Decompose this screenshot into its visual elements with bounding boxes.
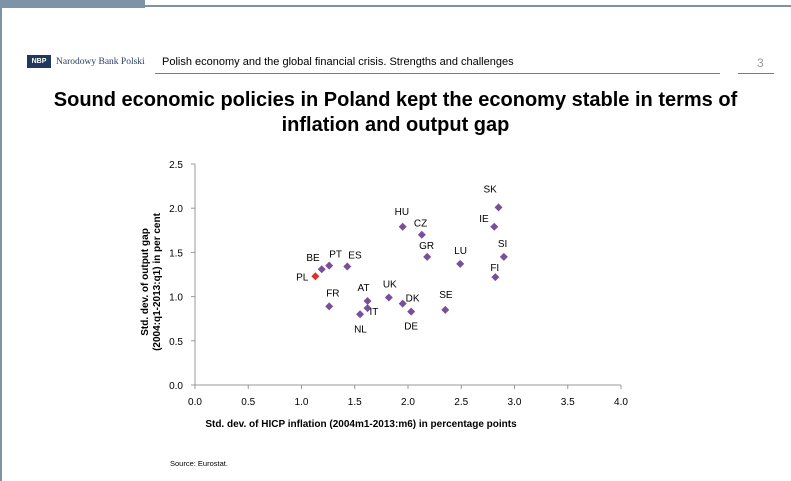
y-axis-title-line: (2004:q1-2013:q1) in per cent bbox=[152, 212, 163, 350]
nbp-logo: NBP Narodowy Bank Polski bbox=[27, 55, 145, 68]
data-point-sk bbox=[494, 203, 503, 212]
point-label-cz: CZ bbox=[414, 219, 427, 230]
point-label-at: AT bbox=[358, 283, 370, 294]
data-point-cz bbox=[417, 230, 426, 239]
x-tick-label: 1.0 bbox=[295, 397, 309, 408]
x-tick-label: 0.0 bbox=[188, 397, 202, 408]
y-tick-label: 0.0 bbox=[169, 381, 183, 392]
top-accent-bar bbox=[0, 0, 145, 8]
point-label-hu: HU bbox=[395, 207, 409, 218]
page-number-rule bbox=[738, 73, 774, 74]
y-tick-label: 2.0 bbox=[169, 204, 183, 215]
point-label-fi: FI bbox=[490, 263, 499, 274]
point-label-se: SE bbox=[439, 290, 453, 301]
data-point-pl bbox=[311, 272, 320, 281]
x-axis-title: Std. dev. of HICP inflation (2004m1-2013… bbox=[205, 419, 517, 430]
point-label-de: DE bbox=[404, 322, 418, 333]
y-tick-label: 2.5 bbox=[169, 160, 183, 171]
point-label-dk: DK bbox=[406, 294, 420, 305]
x-tick-label: 0.5 bbox=[241, 397, 255, 408]
data-point-es bbox=[343, 262, 352, 271]
logo-mark: NBP bbox=[27, 55, 51, 68]
point-label-ie: IE bbox=[479, 214, 489, 225]
data-point-ie bbox=[490, 222, 499, 231]
x-tick-label: 4.0 bbox=[614, 397, 628, 408]
page-number: 3 bbox=[757, 56, 764, 70]
point-label-si: SI bbox=[498, 239, 507, 250]
data-point-de bbox=[407, 307, 416, 316]
header-title: Polish economy and the global financial … bbox=[162, 56, 514, 68]
x-tick-label: 3.0 bbox=[508, 397, 522, 408]
x-tick-label: 1.5 bbox=[348, 397, 362, 408]
point-label-be: BE bbox=[306, 253, 320, 264]
point-label-gr: GR bbox=[419, 241, 434, 252]
data-point-uk bbox=[384, 293, 393, 302]
data-point-gr bbox=[423, 252, 432, 261]
y-axis-title: Std. dev. of output gap(2004:q1-2013:q1)… bbox=[140, 212, 163, 350]
header-rule bbox=[155, 73, 720, 74]
point-label-it: IT bbox=[370, 307, 379, 318]
data-point-at bbox=[363, 297, 372, 306]
data-point-be bbox=[317, 265, 326, 274]
slide-title: Sound economic policies in Poland kept t… bbox=[53, 89, 738, 136]
logo-name: Narodowy Bank Polski bbox=[56, 56, 145, 67]
point-label-fr: FR bbox=[326, 288, 339, 299]
point-label-pl: PL bbox=[296, 272, 309, 283]
data-point-se bbox=[441, 305, 450, 314]
data-point-fi bbox=[491, 273, 500, 282]
point-label-uk: UK bbox=[383, 279, 397, 290]
x-tick-label: 2.0 bbox=[401, 397, 415, 408]
point-label-sk: SK bbox=[484, 184, 498, 195]
data-point-it bbox=[363, 304, 372, 313]
left-border bbox=[0, 8, 2, 481]
data-point-dk bbox=[398, 299, 407, 308]
point-label-nl: NL bbox=[354, 324, 367, 335]
point-label-pt: PT bbox=[329, 250, 342, 261]
y-axis-title-line: Std. dev. of output gap bbox=[140, 228, 151, 336]
point-label-es: ES bbox=[348, 251, 362, 262]
y-tick-label: 1.0 bbox=[169, 293, 183, 304]
data-point-nl bbox=[356, 310, 365, 319]
data-point-fr bbox=[325, 302, 334, 311]
y-tick-label: 0.5 bbox=[169, 337, 183, 348]
source-note: Source: Eurostat. bbox=[170, 459, 228, 468]
y-tick-label: 1.5 bbox=[169, 248, 183, 259]
top-rule bbox=[145, 5, 791, 7]
data-point-si bbox=[499, 252, 508, 261]
data-point-pt bbox=[325, 261, 334, 270]
data-point-hu bbox=[398, 222, 407, 231]
data-point-lu bbox=[456, 259, 465, 268]
x-tick-label: 2.5 bbox=[454, 397, 468, 408]
x-tick-label: 3.5 bbox=[561, 397, 575, 408]
point-label-lu: LU bbox=[454, 246, 467, 257]
